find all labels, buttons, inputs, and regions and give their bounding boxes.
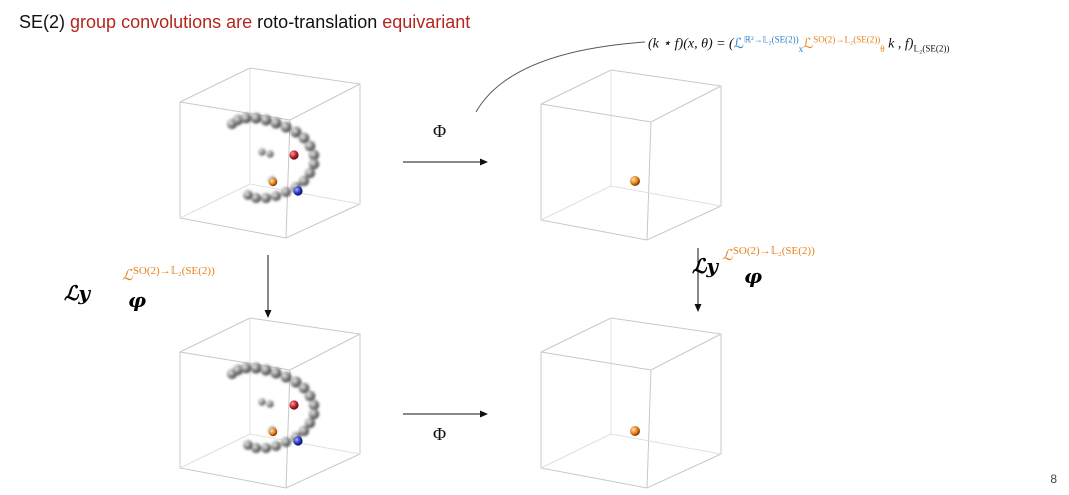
operator-left: ℒSO(2)→𝕃₂(SE(2)) bbox=[122, 265, 215, 284]
arrow-phi-bottom bbox=[403, 410, 488, 418]
sphere-orange-bottom bbox=[268, 427, 278, 437]
handwritten-phi-left: φ bbox=[128, 288, 147, 312]
arrow-phi-top bbox=[403, 158, 488, 166]
sphere-red-bottom bbox=[289, 400, 299, 410]
sphere-blue-bottom bbox=[293, 436, 303, 446]
handwritten-ly-right: ℒy bbox=[692, 254, 719, 278]
operator-right: ℒSO(2)→𝕃₂(SE(2)) bbox=[722, 245, 815, 264]
sphere-output-bottom bbox=[630, 426, 640, 436]
cube-input-top bbox=[179, 67, 361, 239]
sphere-output-top bbox=[630, 176, 640, 186]
title-roto: roto-translation bbox=[257, 12, 378, 32]
formula-ltheta: ℒSO(2)→𝕃₂(SE(2))θ bbox=[803, 34, 885, 54]
convolution-formula: (k ⋆ f)(x, θ) = (ℒℝ²→𝕃₂(SE(2))xℒSO(2)→𝕃₂… bbox=[648, 34, 949, 54]
phi-label-bottom: Φ bbox=[433, 424, 447, 444]
slide-title: SE(2) group convolutions are roto-transl… bbox=[19, 12, 470, 33]
title-group-conv: group convolutions are bbox=[70, 12, 253, 32]
title-se2: SE(2) bbox=[19, 12, 66, 32]
handwritten-ly-left: ℒy bbox=[64, 281, 91, 305]
formula-connector bbox=[475, 41, 646, 113]
cube-input-bottom bbox=[179, 317, 361, 489]
arrow-rotate-left bbox=[264, 255, 272, 318]
formula-rhs-sub: 𝕃₂(SE(2)) bbox=[913, 43, 950, 54]
arrow-rotate-right bbox=[694, 248, 702, 312]
title-equivariant: equivariant bbox=[382, 12, 471, 32]
sphere-orange bbox=[268, 177, 278, 187]
phi-label-top: Φ bbox=[433, 121, 447, 141]
sphere-blue bbox=[293, 186, 303, 196]
sphere-red bbox=[289, 150, 299, 160]
cube-output-top bbox=[540, 69, 722, 241]
cube-output-bottom bbox=[540, 317, 722, 489]
handwritten-phi-right: φ bbox=[744, 264, 763, 288]
formula-rhs: k , f) bbox=[888, 36, 914, 52]
formula-lhs: (k ⋆ f)(x, θ) = ( bbox=[648, 36, 734, 52]
formula-lx: ℒℝ²→𝕃₂(SE(2))x bbox=[733, 34, 804, 54]
page-number: 8 bbox=[1050, 472, 1057, 486]
